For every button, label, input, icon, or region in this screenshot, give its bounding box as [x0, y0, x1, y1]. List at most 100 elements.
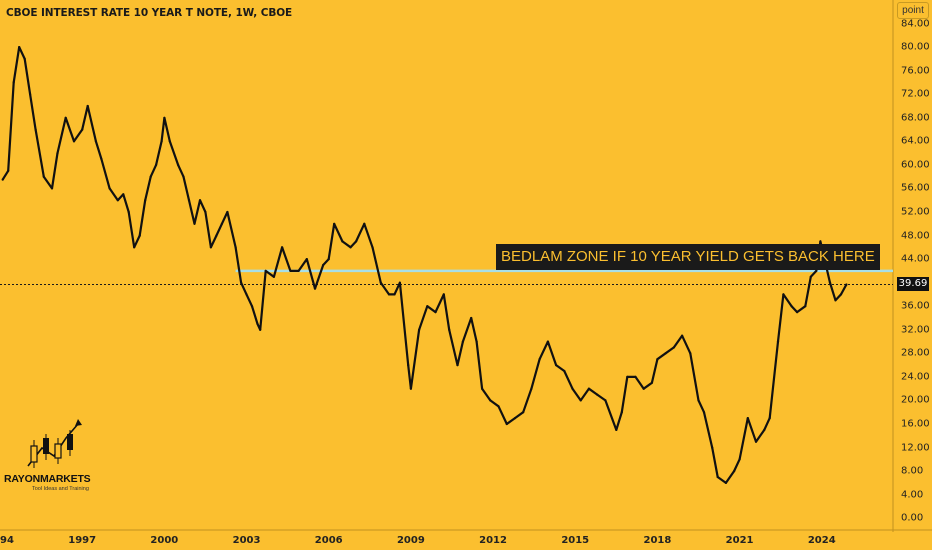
data-point — [782, 293, 785, 296]
y-tick-label: 56.00 — [901, 182, 930, 194]
data-point — [815, 269, 818, 272]
x-tick-label: 1994 — [0, 535, 14, 546]
rayonmarkets-logo: RAYONMARKETS Tool Ideas and Training — [2, 416, 112, 494]
data-point — [289, 269, 292, 272]
data-point — [626, 375, 629, 378]
y-tick-label: 16.00 — [901, 418, 930, 430]
data-point — [393, 293, 396, 296]
x-tick-label: 1997 — [68, 535, 97, 546]
data-point — [155, 163, 158, 166]
data-point — [281, 246, 284, 249]
data-point — [634, 375, 637, 378]
data-point — [256, 322, 259, 325]
data-point — [42, 175, 45, 178]
y-tick-label: 76.00 — [901, 65, 930, 77]
data-point — [768, 417, 771, 420]
data-point — [272, 275, 275, 278]
y-tick-label: 48.00 — [901, 230, 930, 242]
data-point — [177, 163, 180, 166]
data-point — [819, 240, 822, 243]
data-point — [522, 411, 525, 414]
x-tick-label: 2021 — [725, 535, 754, 546]
y-tick-label: 8.00 — [901, 465, 924, 477]
data-point — [620, 411, 623, 414]
data-point — [697, 399, 700, 402]
unit-toggle-button[interactable]: point — [897, 2, 929, 19]
data-point — [711, 446, 714, 449]
bedlam-zone-annotation: BEDLAM ZONE IF 10 YEAR YIELD GETS BACK H… — [496, 244, 880, 270]
data-point — [407, 364, 410, 367]
data-point — [297, 269, 300, 272]
data-point — [259, 328, 262, 331]
data-point — [672, 346, 676, 349]
data-point — [240, 281, 243, 284]
data-point — [94, 140, 97, 143]
data-point — [100, 157, 103, 161]
y-tick-label: 36.00 — [901, 300, 930, 312]
data-point — [34, 128, 37, 131]
data-point — [716, 475, 719, 479]
data-point — [81, 128, 84, 131]
data-point — [497, 405, 500, 408]
data-point — [398, 281, 401, 284]
data-point — [470, 316, 473, 320]
data-point — [108, 187, 111, 190]
data-point — [127, 210, 130, 214]
data-point — [379, 281, 382, 284]
data-point — [371, 246, 374, 249]
data-point — [198, 199, 202, 202]
data-point — [839, 293, 843, 296]
data-point — [305, 258, 308, 261]
data-point — [456, 364, 459, 367]
data-point — [116, 199, 119, 202]
data-point — [56, 152, 59, 155]
data-point — [475, 340, 478, 343]
data-point — [763, 428, 766, 431]
y-tick-label: 60.00 — [901, 159, 930, 171]
y-tick-label: 28.00 — [901, 347, 930, 359]
data-point — [313, 287, 317, 290]
data-point — [50, 187, 54, 190]
candlestick-logo-icon — [27, 419, 82, 468]
data-point — [220, 222, 223, 225]
y-tick-label: 44.00 — [901, 253, 930, 265]
data-point — [489, 399, 492, 402]
y-tick-label: 24.00 — [901, 371, 930, 383]
data-point — [215, 234, 218, 237]
data-point — [828, 281, 832, 284]
data-point — [513, 417, 517, 420]
data-point — [754, 440, 758, 443]
data-point — [250, 305, 254, 308]
data-point — [122, 193, 125, 196]
data-point — [809, 275, 812, 278]
y-tick-label: 20.00 — [901, 394, 930, 406]
x-tick-label: 2018 — [643, 535, 672, 546]
data-point — [746, 417, 749, 420]
data-point — [72, 140, 76, 143]
data-point — [481, 387, 484, 390]
data-point — [349, 246, 352, 249]
x-tick-label: 2006 — [314, 535, 343, 546]
data-point — [738, 458, 741, 461]
data-point — [656, 358, 659, 361]
data-point — [579, 399, 582, 402]
data-point — [650, 381, 654, 384]
data-point — [333, 222, 336, 225]
data-point — [163, 116, 166, 119]
data-point — [596, 393, 599, 396]
data-point — [587, 387, 591, 390]
data-point — [226, 210, 229, 214]
data-point — [18, 46, 21, 49]
data-point — [563, 369, 566, 373]
x-tick-label: 2024 — [807, 535, 836, 546]
data-point — [434, 311, 437, 314]
data-point — [363, 222, 366, 225]
x-tick-label: 2000 — [150, 535, 179, 546]
data-point — [505, 422, 508, 426]
y-tick-label: 0.00 — [901, 512, 924, 524]
data-point — [461, 340, 464, 343]
data-point — [327, 258, 330, 261]
data-point — [138, 234, 141, 237]
data-point — [64, 116, 67, 119]
